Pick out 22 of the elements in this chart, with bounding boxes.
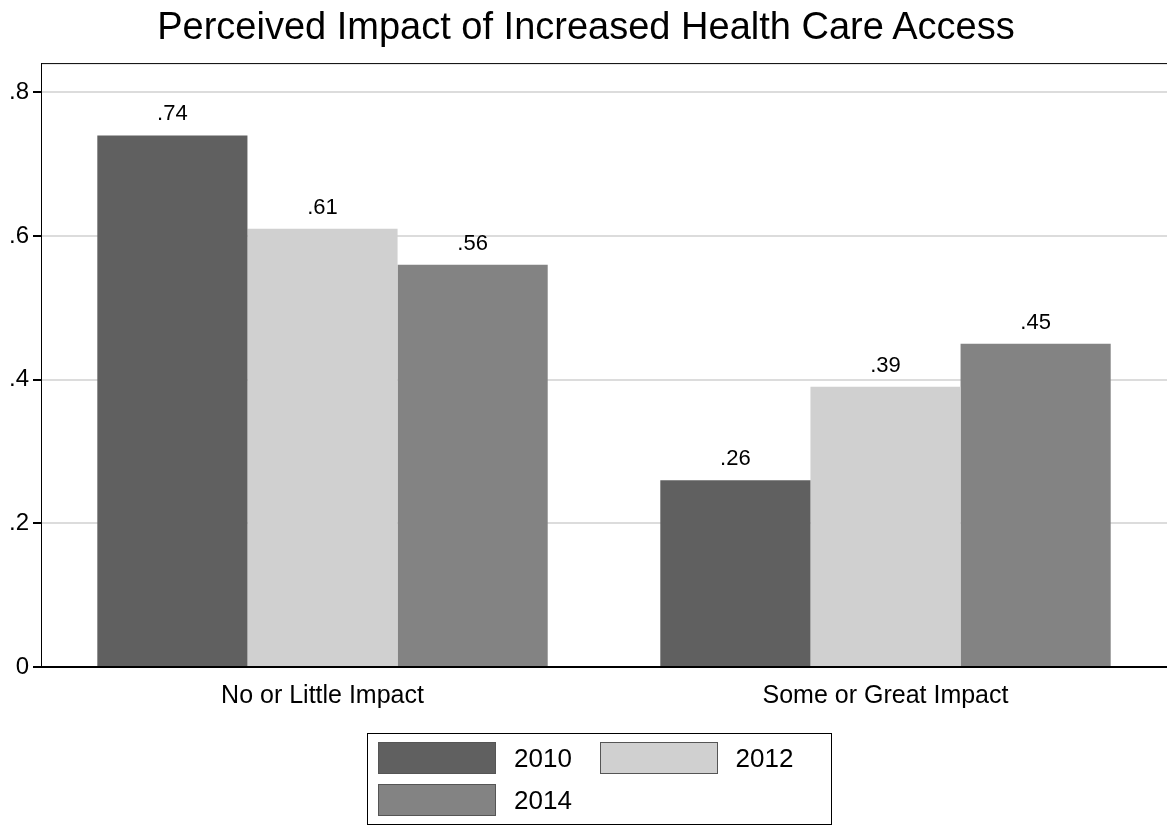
data-label: .61 (307, 193, 338, 219)
data-label: .74 (157, 100, 188, 126)
legend-label: 2014 (514, 784, 572, 816)
data-label: .26 (720, 445, 751, 471)
bar (660, 480, 811, 666)
bar (397, 264, 548, 666)
data-label: .56 (457, 229, 488, 255)
y-tick-label: .6 (9, 220, 30, 248)
x-tick-label: No or Little Impact (221, 679, 424, 708)
data-label: .45 (1020, 308, 1051, 334)
x-tick-label: Some or Great Impact (762, 679, 1009, 708)
y-tick-label: 0 (15, 651, 30, 679)
legend-label: 2010 (514, 742, 572, 774)
data-label: .39 (870, 351, 901, 377)
chart-title: Perceived Impact of Increased Health Care Access (157, 5, 1015, 48)
y-tick-label: .8 (9, 76, 30, 104)
bar (960, 343, 1111, 666)
bar (97, 135, 248, 666)
y-tick-label: .2 (9, 507, 30, 535)
legend-label: 2012 (735, 742, 794, 774)
y-tick-label: .4 (9, 364, 30, 392)
bar (810, 386, 961, 666)
